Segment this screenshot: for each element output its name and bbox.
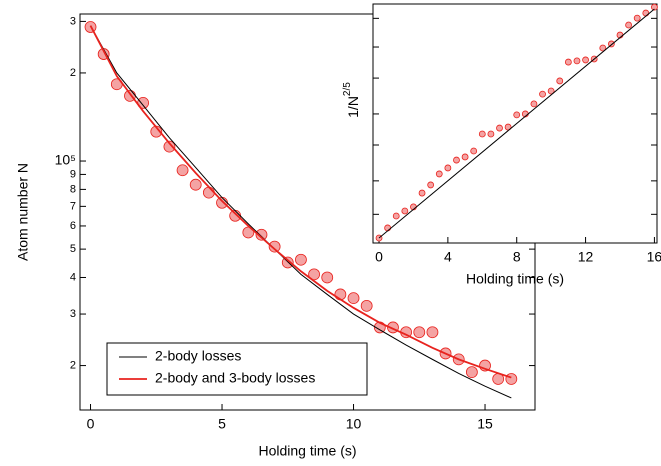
data-point — [308, 268, 320, 281]
legend-box — [106, 342, 368, 396]
data-point — [444, 164, 452, 172]
y-axis-label-sup: 2/5 — [342, 82, 353, 96]
data-point — [321, 271, 334, 284]
data-point — [384, 224, 392, 232]
x-tick-label: 8 — [513, 249, 521, 265]
data-point — [295, 253, 307, 266]
data-point — [470, 147, 478, 155]
data-point — [347, 292, 360, 305]
data-point — [478, 130, 486, 138]
data-point — [487, 130, 495, 138]
data-point — [582, 56, 589, 64]
data-point — [651, 3, 658, 11]
data-point — [176, 164, 189, 177]
data-point — [189, 178, 202, 191]
y-tick-label: 3 — [70, 15, 76, 27]
data-point — [453, 156, 460, 164]
data-point — [392, 212, 400, 220]
data-point — [625, 21, 632, 29]
data-point — [163, 140, 176, 153]
y-axis-label: Atom number N — [15, 163, 31, 261]
fit-line — [89, 25, 512, 379]
fit-line — [90, 25, 512, 399]
data-point — [547, 87, 555, 95]
data-point — [496, 124, 503, 132]
y-axis-label: 1/N2/5 — [342, 82, 361, 118]
y-tick-label: 2 — [70, 67, 76, 79]
y-tick-label: 9 — [70, 168, 76, 180]
data-point — [401, 207, 409, 215]
y-tick-label: 2 — [70, 359, 76, 371]
x-tick-label: 0 — [87, 416, 95, 432]
x-axis-label: Holding time (s) — [258, 443, 356, 459]
data-point — [530, 100, 538, 108]
data-point — [435, 170, 443, 178]
data-point — [216, 196, 228, 209]
data-point — [642, 9, 650, 17]
data-point — [465, 366, 478, 378]
data-point — [513, 111, 521, 119]
y-tick-label: 6 — [70, 220, 76, 232]
y-tick-label: 8 — [70, 183, 76, 195]
data-point — [268, 240, 281, 253]
data-point — [539, 90, 546, 98]
data-point — [599, 44, 607, 52]
x-tick-label: 10 — [346, 416, 362, 432]
y-tick-label: 10⁵ — [55, 152, 76, 168]
x-tick-label: 4 — [444, 249, 452, 265]
fit-line — [378, 8, 655, 239]
x-tick-label: 5 — [218, 416, 226, 432]
y-axis-label-main: 1/N — [345, 96, 361, 118]
data-point — [413, 326, 426, 339]
x-tick-label: 0 — [375, 249, 383, 265]
data-point — [564, 58, 572, 66]
x-tick-label: 15 — [477, 416, 493, 432]
data-point — [556, 77, 564, 85]
data-point — [505, 373, 518, 385]
x-axis-label: Holding time (s) — [466, 271, 564, 287]
legend-label: 2-body and 3-body losses — [155, 370, 315, 386]
y-tick-label: 4 — [70, 271, 76, 283]
y-tick-label: 3 — [70, 308, 76, 320]
x-tick-label: 12 — [578, 249, 594, 265]
data-point — [255, 228, 268, 241]
y-tick-label: 7 — [70, 200, 76, 212]
data-point — [229, 209, 242, 222]
x-tick-label: 16 — [647, 249, 661, 265]
data-point — [360, 299, 373, 312]
data-point — [633, 14, 641, 22]
data-point — [202, 186, 215, 199]
data-point — [573, 57, 581, 65]
data-point — [461, 153, 469, 161]
legend-label: 2-body losses — [155, 348, 241, 364]
y-tick-label: 5 — [70, 243, 76, 255]
data-point — [426, 326, 439, 339]
data-point — [427, 181, 435, 189]
data-point — [418, 189, 426, 197]
